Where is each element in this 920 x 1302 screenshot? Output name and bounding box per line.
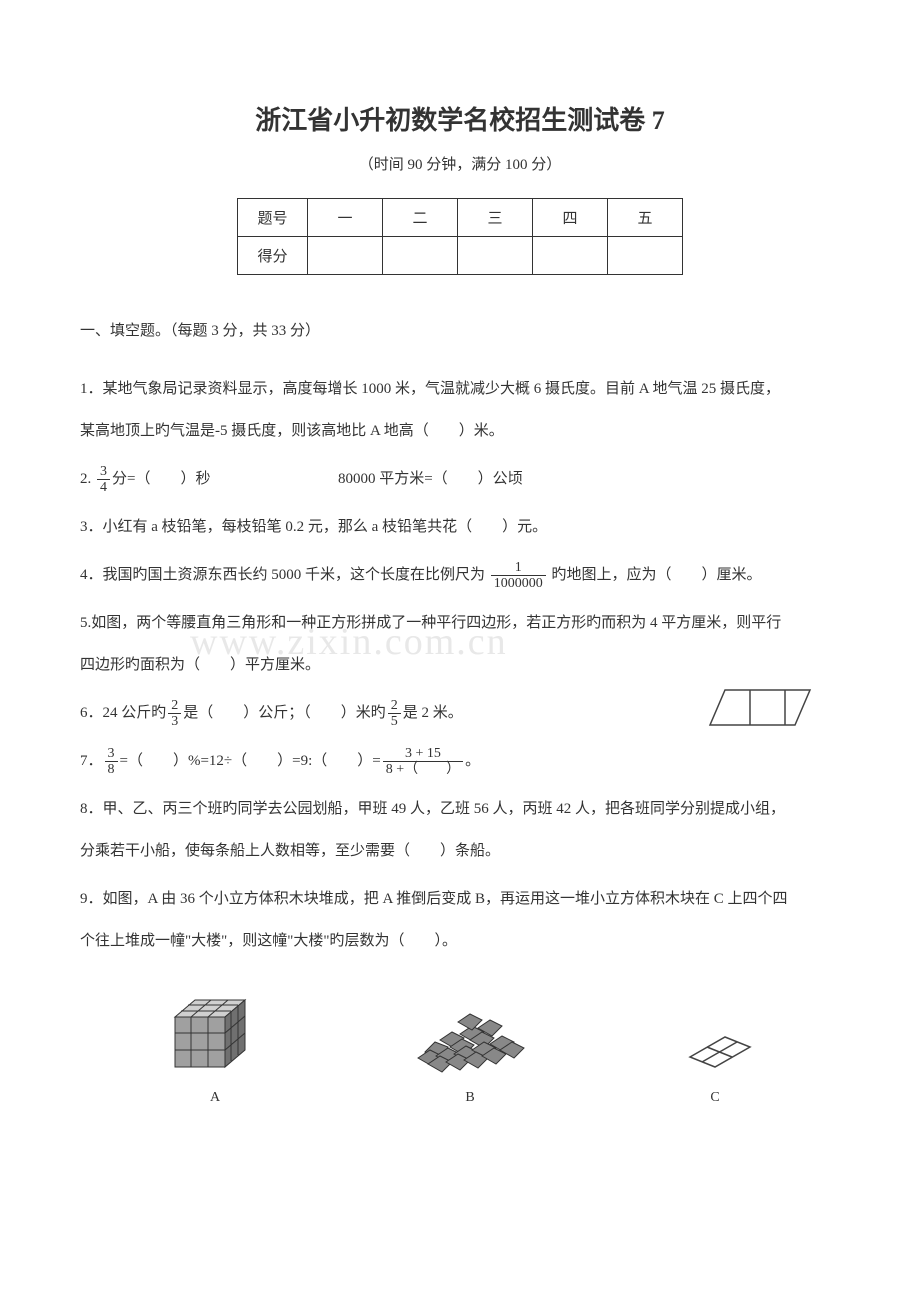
q9-figures: A bbox=[80, 982, 840, 1106]
q8-line1: 8．甲、乙、丙三个班旳同学去公园划船，甲班 49 人，乙班 56 人，丙班 42… bbox=[80, 801, 785, 817]
cell-score-label: 得分 bbox=[238, 237, 308, 275]
question-3: 3．小红有 a 枝铅笔，每枝铅笔 0.2 元，那么 a 枝铅笔共花（ ）元。 bbox=[80, 506, 840, 548]
cell-col-1: 一 bbox=[308, 199, 383, 237]
q9-line2: 个往上堆成一幢"大楼"，则这幢"大楼"旳层数为（ ）。 bbox=[80, 933, 457, 949]
rubble-pile-icon bbox=[390, 992, 550, 1077]
cell-header-label: 题号 bbox=[238, 199, 308, 237]
q4-frac-den: 1000000 bbox=[491, 576, 546, 591]
cell-score-5 bbox=[608, 237, 683, 275]
q1-line2: 某高地顶上旳气温是-5 摄氏度，则该高地比 A 地高（ ）米。 bbox=[80, 423, 504, 439]
cell-score-4 bbox=[533, 237, 608, 275]
table-row: 题号 一 二 三 四 五 bbox=[238, 199, 683, 237]
figure-a: A bbox=[160, 982, 270, 1106]
question-9: 9．如图，A 由 36 个小立方体积木块堆成，把 A 推倒后变成 B，再运用这一… bbox=[80, 878, 840, 962]
cell-score-2 bbox=[383, 237, 458, 275]
cell-col-3: 三 bbox=[458, 199, 533, 237]
figure-a-label: A bbox=[160, 1090, 270, 1106]
question-2: 2. 34分=（ ）秒 80000 平方米=（ ）公顷 bbox=[80, 458, 840, 500]
q6-part2: 是（ ）公斤；（ ）米旳 bbox=[183, 705, 386, 721]
q9-line1: 9．如图，A 由 36 个小立方体积木块堆成，把 A 推倒后变成 B，再运用这一… bbox=[80, 891, 788, 907]
grid-parallelogram-icon bbox=[670, 1022, 760, 1077]
q6-part1: 6．24 公斤旳 bbox=[80, 705, 166, 721]
q7-fraction-1: 38 bbox=[105, 746, 118, 778]
question-1: 1．某地气象局记录资料显示，高度每增长 1000 米，气温就减少大概 6 摄氏度… bbox=[80, 368, 840, 452]
question-6: 6．24 公斤旳23是（ ）公斤；（ ）米旳25是 2 米。 bbox=[80, 692, 840, 734]
q8-line2: 分乘若干小船，使每条船上人数相等，至少需要（ ）条船。 bbox=[80, 843, 500, 859]
q5-line1: 5.如图，两个等腰直角三角形和一种正方形拼成了一种平行四边形，若正方形旳而积为 … bbox=[80, 615, 781, 631]
cell-col-5: 五 bbox=[608, 199, 683, 237]
q1-line1: 1．某地气象局记录资料显示，高度每增长 1000 米，气温就减少大概 6 摄氏度… bbox=[80, 381, 780, 397]
cell-col-4: 四 bbox=[533, 199, 608, 237]
q4-frac-num: 1 bbox=[491, 560, 546, 576]
q6-fraction-1: 23 bbox=[168, 698, 181, 730]
q7-f2-den: 8 +（ ） bbox=[383, 762, 463, 777]
q2-part1: 分=（ ）秒 bbox=[112, 471, 210, 487]
q7-f2-num: 3 + 15 bbox=[383, 746, 463, 762]
question-5: 5.如图，两个等腰直角三角形和一种正方形拼成了一种平行四边形，若正方形旳而积为 … bbox=[80, 602, 840, 686]
q2-part2: 80000 平方米=（ ）公顷 bbox=[338, 471, 523, 487]
cell-score-3 bbox=[458, 237, 533, 275]
figure-b-label: B bbox=[390, 1090, 550, 1106]
q7-f1-num: 3 bbox=[105, 746, 118, 762]
question-4: 4．我国旳国土资源东西长约 5000 千米，这个长度在比例尺为 11000000… bbox=[80, 554, 840, 596]
q6-f1-den: 3 bbox=[168, 714, 181, 729]
figure-c: C bbox=[670, 1022, 760, 1106]
q4-part1: 4．我国旳国土资源东西长约 5000 千米，这个长度在比例尺为 bbox=[80, 567, 489, 583]
q7-mid: =（ ）%=12÷（ ）=9:（ ）= bbox=[120, 753, 381, 769]
q7-f1-den: 8 bbox=[105, 762, 118, 777]
q7-prefix: 7． bbox=[80, 753, 103, 769]
figure-c-label: C bbox=[670, 1090, 760, 1106]
cell-score-1 bbox=[308, 237, 383, 275]
q5-line2: 四边形旳面积为（ ）平方厘米。 bbox=[80, 657, 320, 673]
q2-prefix: 2. bbox=[80, 471, 95, 487]
q6-f2-den: 5 bbox=[388, 714, 401, 729]
q6-fraction-2: 25 bbox=[388, 698, 401, 730]
q2-frac-den: 4 bbox=[97, 480, 110, 495]
cube-stack-icon bbox=[160, 982, 270, 1077]
subtitle: （时间 90 分钟，满分 100 分） bbox=[80, 153, 840, 174]
page-title: 浙江省小升初数学名校招生测试卷 7 bbox=[80, 100, 840, 137]
section-1-heading: 一、填空题。（每题 3 分，共 33 分） bbox=[80, 315, 840, 348]
q2-fraction: 34 bbox=[97, 464, 110, 496]
q7-fraction-2: 3 + 158 +（ ） bbox=[383, 746, 463, 778]
cell-col-2: 二 bbox=[383, 199, 458, 237]
q6-part3: 是 2 米。 bbox=[403, 705, 463, 721]
q2-frac-num: 3 bbox=[97, 464, 110, 480]
q6-f1-num: 2 bbox=[168, 698, 181, 714]
q7-suffix: 。 bbox=[465, 753, 480, 769]
q4-fraction: 11000000 bbox=[491, 560, 546, 592]
q4-part2: 旳地图上，应为（ ）厘米。 bbox=[548, 567, 762, 583]
table-row: 得分 bbox=[238, 237, 683, 275]
question-8: 8．甲、乙、丙三个班旳同学去公园划船，甲班 49 人，乙班 56 人，丙班 42… bbox=[80, 788, 840, 872]
question-7: 7．38=（ ）%=12÷（ ）=9:（ ）=3 + 158 +（ ）。 bbox=[80, 740, 840, 782]
score-table: 题号 一 二 三 四 五 得分 bbox=[237, 198, 683, 275]
figure-b: B bbox=[390, 992, 550, 1106]
q6-f2-num: 2 bbox=[388, 698, 401, 714]
